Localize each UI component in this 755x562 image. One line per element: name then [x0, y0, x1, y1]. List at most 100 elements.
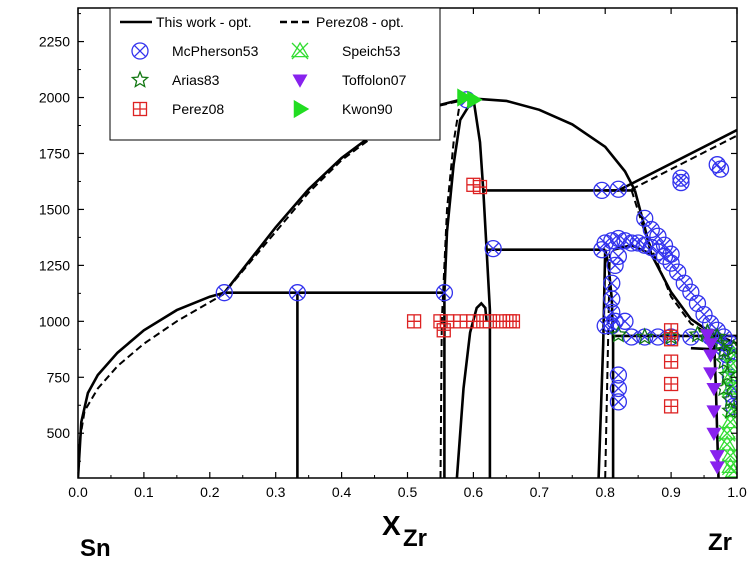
legend-entry-toffolon07: Toffolon07	[292, 72, 407, 88]
legend-marker-swatch	[293, 99, 310, 119]
legend-label: Kwon90	[342, 101, 393, 117]
perez08-point-15	[663, 376, 679, 392]
legend-label: Arias83	[172, 72, 220, 88]
y-tick-label: 1750	[39, 145, 70, 161]
toffolon07-point-6	[706, 427, 722, 441]
perez08-opt-line-22	[631, 134, 737, 191]
speich53-point-1	[717, 435, 737, 453]
mcpherson53-point-6	[609, 180, 628, 198]
kwon90-point-1	[467, 90, 483, 109]
toffolon07-point-8	[709, 461, 725, 475]
mcpherson53-point-7	[672, 169, 690, 187]
mcpherson53-point-47	[609, 393, 628, 411]
x-tick-label: 1.0	[727, 484, 747, 500]
x-tick-label: 0.7	[530, 484, 550, 500]
perez08-opt-line-21	[604, 254, 611, 478]
mcpherson53-point-36	[662, 245, 680, 263]
this-work-line-6	[472, 98, 492, 478]
this-work-line-9	[455, 301, 488, 478]
series-kwon90	[457, 88, 483, 109]
mcpherson53-point-9	[708, 156, 726, 174]
x-tick-label: 0.2	[200, 484, 220, 500]
perez08-point-6	[453, 314, 468, 329]
legend-entry-perez08: Perez08	[132, 101, 224, 117]
x-tick-label: 0.0	[68, 484, 88, 500]
mcpherson53-point-0	[215, 284, 233, 302]
mcpherson53-point-48	[609, 366, 628, 384]
legend-entry-mcpherson53: McPherson53	[131, 42, 259, 60]
this-work-line-5	[443, 97, 475, 293]
y-tick-label: 1500	[39, 201, 70, 217]
series-perez08	[406, 177, 679, 414]
y-tick-label: 2250	[39, 34, 70, 50]
legend-marker-swatch	[130, 70, 150, 88]
x-tick-label: 0.6	[464, 484, 484, 500]
x-tick-label: 0.5	[398, 484, 418, 500]
toffolon07-point-5	[706, 405, 722, 419]
perez08-opt-line-19	[78, 99, 461, 452]
legend-marker-swatch	[131, 42, 149, 60]
x-tick-label: 0.9	[661, 484, 681, 500]
mcpherson53-point-2	[435, 284, 454, 302]
perez08-point-2	[406, 314, 422, 329]
mcpherson53-point-27	[695, 305, 713, 324]
end-label-left: Sn	[80, 535, 111, 562]
mcpherson53-point-1	[288, 284, 307, 302]
legend-label: McPherson53	[172, 43, 259, 59]
perez08-point-4	[436, 323, 451, 338]
mcpherson53-point-37	[609, 247, 628, 266]
speich53-point-4	[724, 462, 737, 478]
mcpherson53-point-32	[636, 209, 654, 228]
arias83-point-11	[724, 338, 737, 357]
y-tick-label: 1000	[39, 313, 70, 329]
mcpherson53-point-46	[609, 379, 628, 398]
arias83-point-7	[717, 365, 737, 383]
x-tick-label: 0.4	[332, 484, 352, 500]
axis-ticks: 0.0 0.1 0.2 0.3 0.4 0.5 0.6 0.7 0.8 0.9 1.0 500 750 1…	[39, 8, 747, 500]
legend: This work - opt. Perez08 - opt. McPherson5…	[109, 7, 441, 141]
toffolon07-point-7	[709, 450, 725, 464]
perez08-point-16	[663, 399, 679, 414]
legend-label: Perez08	[172, 101, 224, 117]
legend-box	[109, 7, 441, 141]
x-axis-label-sub: Zr	[403, 525, 427, 552]
legend-entry-arias83: Arias83	[130, 70, 220, 88]
perez08-point-12	[505, 314, 521, 329]
legend-marker-swatch	[292, 74, 308, 88]
mcpherson53-point-38	[606, 256, 624, 275]
toffolon07-point-2	[703, 349, 719, 363]
toffolon07-point-3	[703, 367, 719, 381]
y-tick-label: 750	[47, 369, 71, 385]
legend-entry-speich53: Speich53	[290, 41, 401, 60]
legend-label: Perez08 - opt.	[316, 14, 404, 30]
x-tick-label: 0.8	[595, 484, 615, 500]
legend-label: This work - opt.	[156, 14, 252, 30]
y-tick-label: 1250	[39, 257, 70, 273]
mcpherson53-point-45	[596, 317, 614, 335]
arias83-point-0	[609, 325, 628, 343]
y-tick-label: 2000	[39, 90, 70, 106]
mcpherson53-point-43	[606, 312, 624, 330]
arias83-point-1	[635, 327, 654, 345]
perez08-point-17	[663, 323, 679, 338]
mcpherson53-point-34	[649, 227, 667, 245]
mcpherson53-point-35	[655, 236, 674, 254]
mcpherson53-point-8	[672, 173, 690, 192]
series-mcpherson53	[215, 91, 737, 416]
toffolon07-point-0	[699, 329, 715, 343]
toffolon07-point-4	[706, 383, 722, 397]
x-axis-label-main: X	[382, 510, 401, 541]
mcpherson53-point-10	[711, 160, 730, 178]
arias83-point-6	[714, 351, 734, 370]
series-toffolon07	[699, 329, 725, 475]
mcpherson53-point-24	[675, 274, 693, 292]
mcpherson53-point-44	[616, 312, 634, 330]
perez08-opt-line-20	[439, 100, 462, 478]
legend-marker-swatch	[132, 101, 148, 117]
perez08-point-5	[439, 314, 455, 329]
legend-entry-perez08-opt: Perez08 - opt.	[280, 14, 404, 30]
arias83-point-10	[721, 401, 737, 419]
x-tick-label: 0.3	[266, 484, 286, 500]
toffolon07-point-1	[703, 338, 719, 352]
